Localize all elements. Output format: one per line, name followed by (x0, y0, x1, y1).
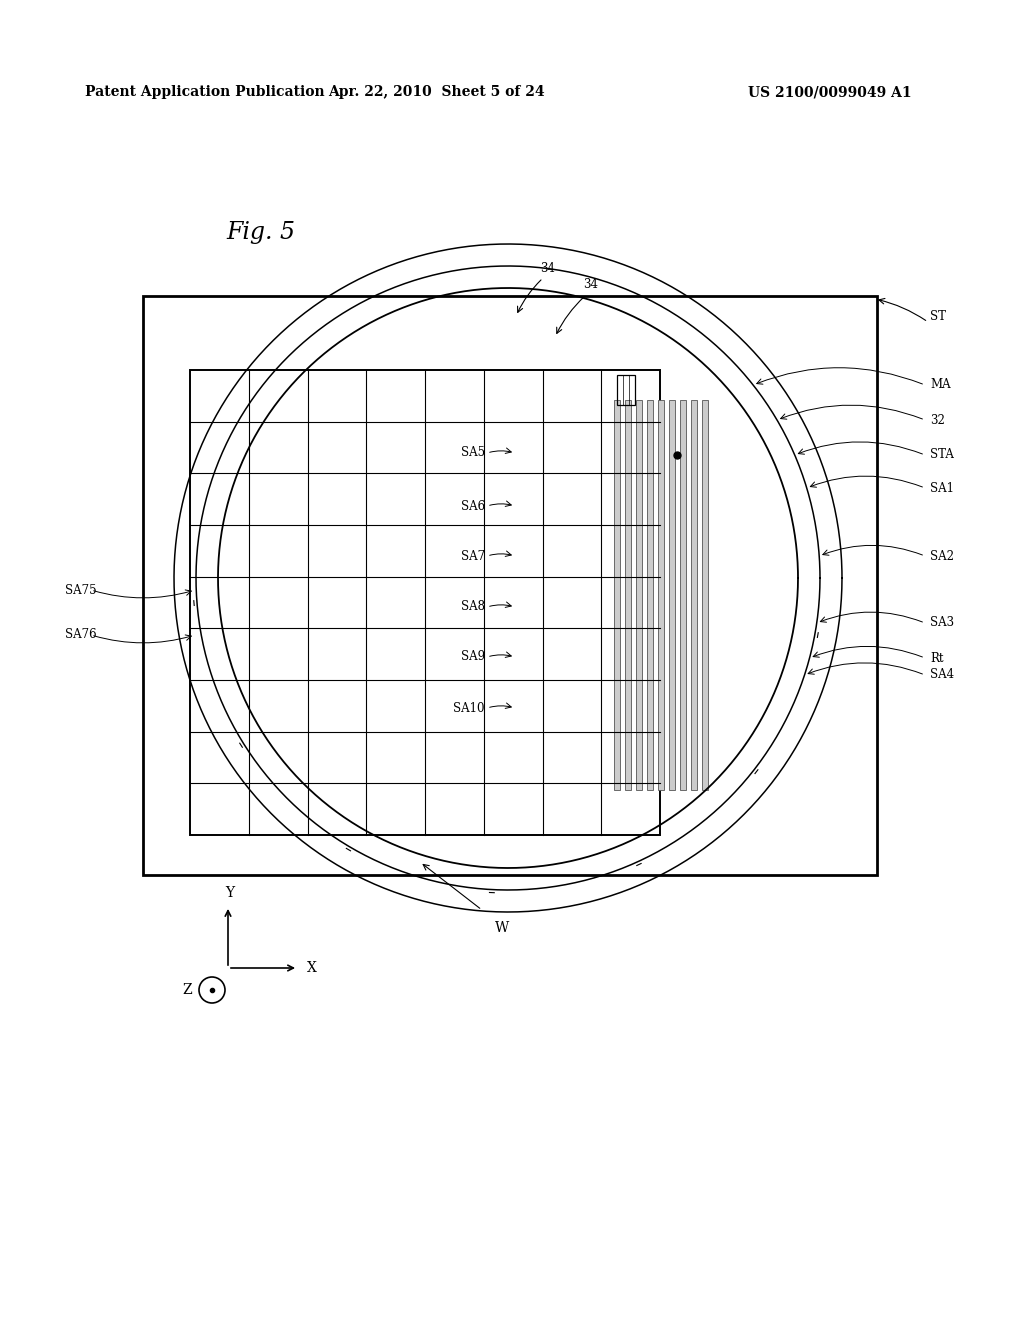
Bar (658, 400, 664, 789)
Text: 34: 34 (584, 279, 598, 292)
Text: Fig. 5: Fig. 5 (226, 220, 295, 243)
Text: W: W (495, 921, 509, 935)
Text: US 2100/0099049 A1: US 2100/0099049 A1 (749, 84, 911, 99)
Text: 34: 34 (541, 261, 555, 275)
Text: X: X (307, 961, 317, 975)
Text: SA3: SA3 (930, 616, 954, 630)
Bar (702, 400, 708, 789)
Text: SA1: SA1 (930, 482, 954, 495)
Text: SA9: SA9 (461, 651, 485, 664)
Bar (625, 400, 631, 789)
Text: SA7: SA7 (461, 549, 485, 562)
Bar (691, 400, 697, 789)
Text: Rt: Rt (930, 652, 943, 664)
Bar (190, 370, 660, 836)
Bar (614, 400, 620, 789)
Text: 32: 32 (930, 413, 945, 426)
Text: SA10: SA10 (454, 701, 485, 714)
Bar (680, 400, 686, 789)
Bar (143, 296, 877, 875)
Text: SA8: SA8 (461, 601, 485, 614)
Text: STA: STA (930, 449, 954, 462)
Bar (617, 375, 635, 405)
Text: SA6: SA6 (461, 499, 485, 512)
Text: SA76: SA76 (65, 628, 96, 642)
Text: Apr. 22, 2010  Sheet 5 of 24: Apr. 22, 2010 Sheet 5 of 24 (328, 84, 545, 99)
Text: ST: ST (930, 310, 946, 323)
Bar (636, 400, 642, 789)
Text: SA75: SA75 (65, 583, 96, 597)
Text: Z: Z (182, 983, 193, 997)
Text: Patent Application Publication: Patent Application Publication (85, 84, 325, 99)
Bar (647, 400, 653, 789)
Text: SA4: SA4 (930, 668, 954, 681)
Text: MA: MA (930, 379, 950, 392)
Text: Y: Y (225, 886, 234, 900)
Text: SA5: SA5 (461, 446, 485, 459)
Text: SA2: SA2 (930, 549, 954, 562)
Bar (669, 400, 675, 789)
